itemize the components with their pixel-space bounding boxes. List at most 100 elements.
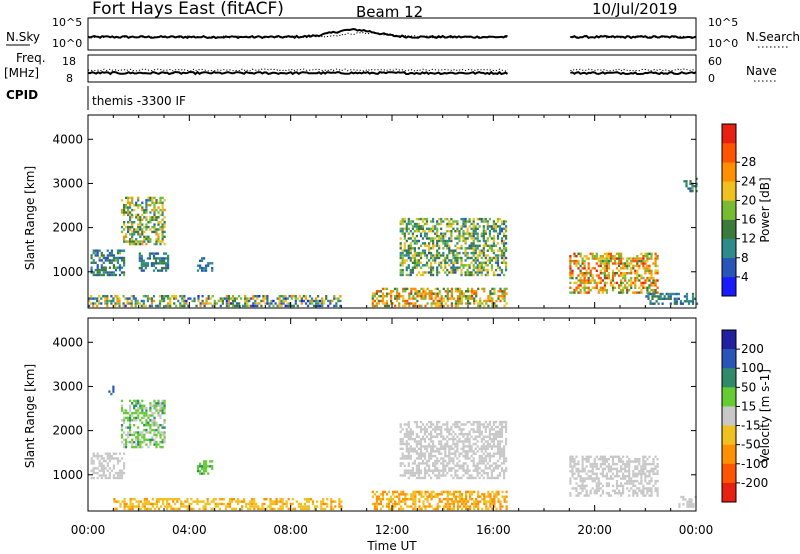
heat-cell [94, 254, 97, 257]
heat-cell [326, 498, 329, 501]
heat-cell [484, 425, 487, 429]
heat-cell [634, 472, 637, 475]
heat-cell [310, 302, 314, 305]
heat-cell [493, 292, 496, 295]
heat-cell [605, 276, 608, 280]
heat-cell [599, 289, 602, 292]
heat-cell [624, 475, 627, 478]
heat-cell [114, 295, 117, 298]
heat-cell [500, 430, 504, 433]
heat-cell [413, 266, 416, 269]
heat-cell [409, 437, 412, 441]
heat-cell [688, 500, 691, 503]
heat-cell [589, 289, 592, 292]
heat-cell [234, 500, 238, 503]
heat-cell [102, 266, 105, 269]
heat-cell [460, 433, 463, 436]
heat-cell [137, 225, 140, 229]
heat-cell [147, 414, 150, 417]
heat-cell [127, 228, 130, 231]
heat-cell [413, 440, 416, 443]
heat-cell [656, 291, 659, 294]
heat-cell [116, 462, 120, 465]
colorbar-swatch [722, 406, 736, 426]
heat-cell [575, 470, 578, 473]
heat-cell [636, 475, 639, 478]
heat-cell [421, 220, 425, 223]
heat-cell [484, 450, 487, 453]
heat-cell [471, 290, 474, 293]
heat-cell [628, 467, 631, 471]
heat-cell [438, 247, 441, 250]
heat-cell [141, 240, 144, 243]
heat-cell [143, 500, 146, 503]
heat-cell [127, 213, 130, 217]
heat-cell [390, 498, 393, 501]
heat-cell [423, 445, 427, 448]
heat-cell [403, 249, 406, 252]
heat-cell [170, 505, 173, 508]
heat-cell [595, 284, 598, 287]
heat-cell [450, 437, 453, 441]
heat-cell [601, 489, 604, 492]
heat-cell [493, 502, 496, 506]
heat-cell [322, 507, 325, 511]
heat-cell [102, 261, 105, 264]
heat-cell [478, 244, 481, 247]
heat-cell [626, 259, 629, 263]
heat-cell [442, 469, 445, 472]
heat-cell [468, 430, 471, 433]
heat-cell [688, 503, 691, 506]
heat-cell [495, 493, 498, 496]
heat-cell [100, 464, 103, 467]
heat-cell [634, 269, 637, 272]
heat-cell [275, 498, 278, 501]
heat-cell [92, 467, 95, 470]
heat-cell [425, 464, 429, 467]
heat-cell [104, 459, 107, 463]
heat-cell [428, 266, 431, 269]
heat-cell [454, 423, 457, 426]
heat-cell [317, 302, 320, 305]
heat-cell [321, 299, 324, 303]
heat-cell [411, 220, 414, 223]
heat-cell [194, 500, 197, 503]
heat-cell [442, 299, 445, 303]
heat-cell [178, 507, 181, 511]
heat-cell [390, 292, 393, 295]
heat-cell [454, 237, 457, 240]
x-tick-label: 00:00 [71, 523, 106, 537]
heat-cell [211, 467, 214, 470]
heat-cell [503, 304, 506, 308]
heat-cell [599, 262, 602, 265]
heat-cell [473, 507, 476, 511]
heat-cell [460, 423, 463, 426]
heat-cell [611, 272, 615, 275]
heat-cell [456, 425, 459, 429]
heat-cell [398, 297, 401, 300]
heat-cell [403, 217, 406, 221]
heat-cell [478, 459, 481, 463]
heat-cell [90, 457, 93, 460]
heat-cell [225, 304, 228, 308]
heat-cell [636, 465, 639, 468]
heat-cell [158, 295, 162, 298]
heat-cell [120, 474, 124, 477]
heat-cell [141, 502, 144, 506]
x-tick-label: 20:00 [577, 523, 612, 537]
heat-cell [464, 462, 467, 465]
heat-cell [415, 239, 418, 243]
heat-cell [98, 273, 101, 277]
heat-cell [472, 442, 475, 446]
heat-cell [140, 269, 143, 272]
heat-cell [686, 500, 689, 503]
heat-cell [613, 259, 617, 263]
heat-cell [409, 259, 412, 262]
heat-cell [316, 505, 319, 508]
heat-cell [307, 498, 311, 501]
heat-cell [385, 292, 389, 295]
heat-cell [409, 469, 412, 472]
heat-cell [250, 304, 253, 308]
heat-cell [630, 284, 633, 287]
heat-cell [139, 233, 142, 236]
